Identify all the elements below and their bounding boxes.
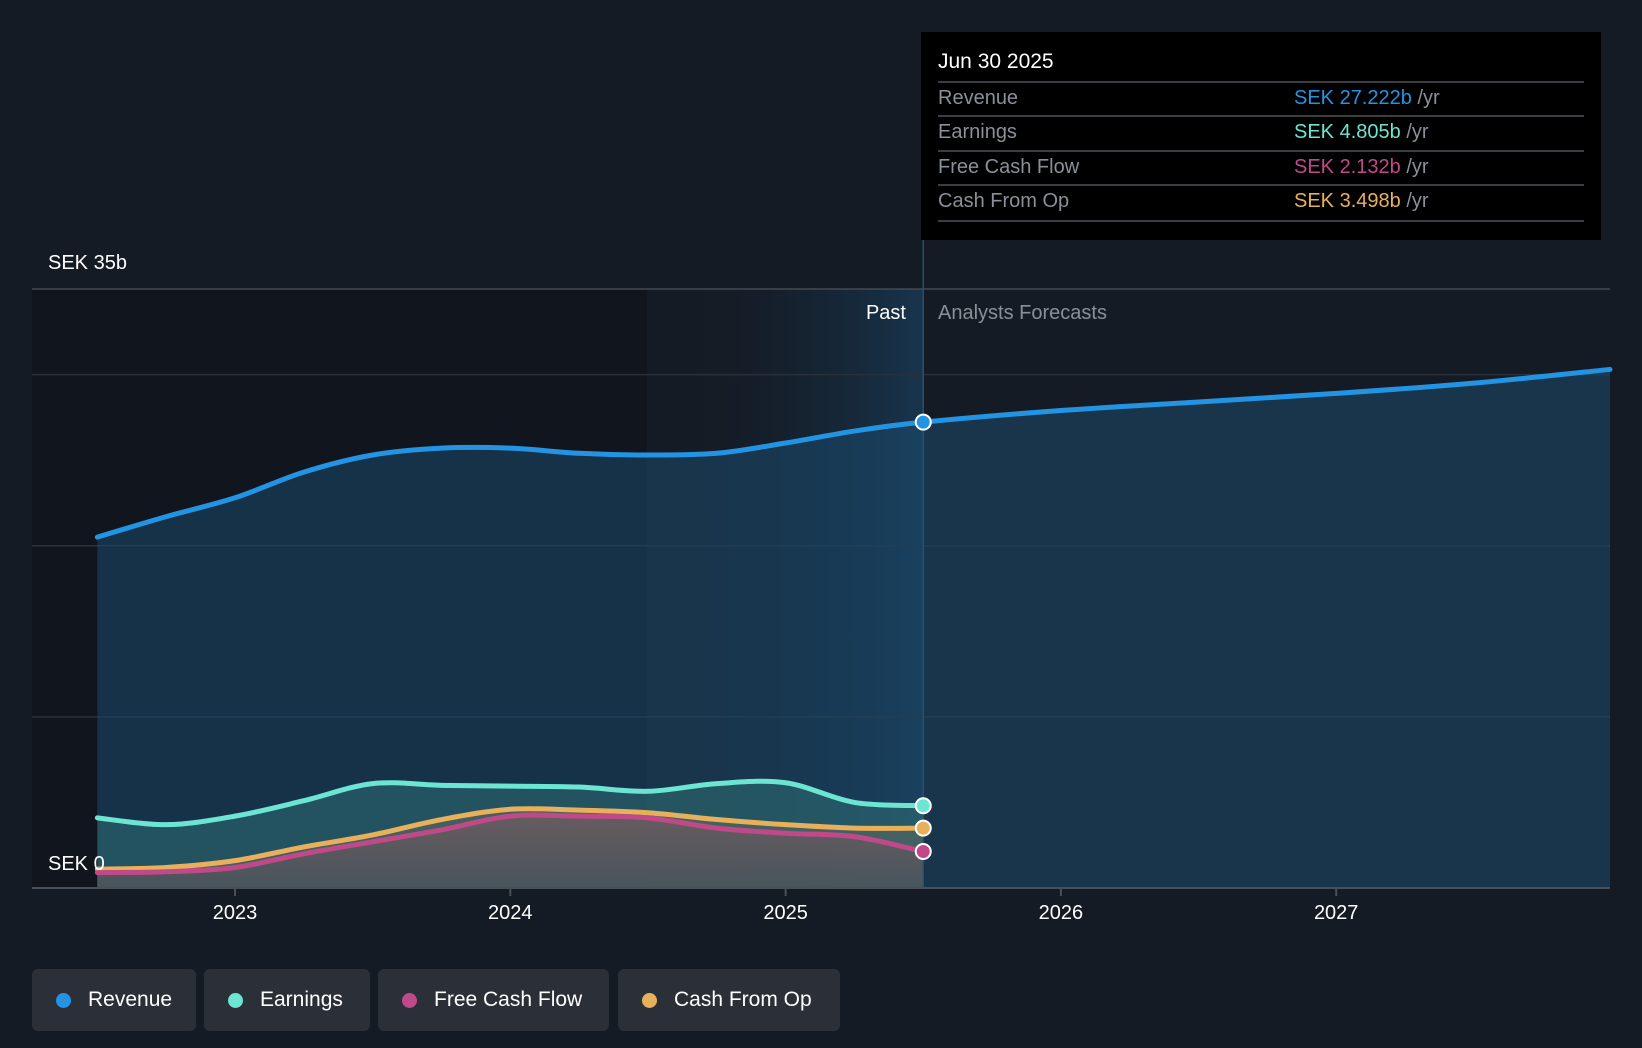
- earnings-line: [94, 778, 926, 828]
- x-axis-ticks: [234, 888, 1338, 896]
- tooltip-row-free-cash-flow: Free Cash Flow SEK 2.132b /yr: [938, 150, 1584, 186]
- tooltip-label: Cash From Op: [938, 190, 1070, 212]
- legend-label: Free Cash Flow: [434, 988, 583, 1011]
- legend-label: Cash From Op: [674, 988, 812, 1011]
- tooltip-value: SEK 27.222b /yr: [1294, 87, 1440, 109]
- data-tooltip: Jun 30 2025 Revenue SEK 27.222b /yr Earn…: [921, 32, 1601, 240]
- x-tick-label: 2023: [212, 902, 258, 924]
- y-axis-label-min: SEK 0: [48, 853, 105, 875]
- analysts-forecasts-label: Analysts Forecasts: [938, 302, 1107, 324]
- tooltip-value: SEK 2.132b /yr: [1294, 156, 1429, 178]
- tooltip-value: SEK 4.805b /yr: [1294, 121, 1429, 143]
- x-tick-label: 2025: [763, 902, 808, 924]
- legend-dot-icon: [56, 992, 71, 1008]
- legend-item-free-cash-flow[interactable]: Free Cash Flow: [378, 969, 609, 1031]
- tooltip-label: Revenue: [938, 87, 1019, 109]
- tooltip-row-earnings: Earnings SEK 4.805b /yr: [938, 115, 1584, 151]
- free-cash-flow-area: [97, 815, 924, 888]
- tooltip-date: Jun 30 2025: [938, 50, 1054, 73]
- x-tick-label: 2027: [1313, 902, 1359, 924]
- legend-dot-icon: [642, 992, 657, 1008]
- legend-label: Earnings: [260, 988, 343, 1011]
- legend-item-cash-from-op[interactable]: Cash From Op: [618, 969, 840, 1031]
- free-cash-flow-point: [914, 843, 932, 861]
- tooltip-value: SEK 3.498b /yr: [1294, 190, 1429, 212]
- revenue-area: [97, 369, 1611, 888]
- legend-dot-icon: [402, 992, 417, 1008]
- tooltip-label: Free Cash Flow: [938, 156, 1080, 178]
- legend-item-revenue[interactable]: Revenue: [32, 969, 196, 1031]
- revenue-point: [914, 413, 932, 431]
- revenue-line: [94, 366, 1613, 540]
- past-label: Past: [865, 302, 906, 324]
- y-axis-label-max: SEK 35b: [48, 252, 127, 274]
- series-end-points: [914, 413, 932, 861]
- cash-from-op-line: [94, 806, 926, 872]
- free-cash-flow-line: [94, 812, 926, 876]
- tooltip-row-cash-from-op: Cash From Op SEK 3.498b /yr: [938, 184, 1584, 222]
- legend-label: Revenue: [88, 988, 173, 1011]
- cash-from-op-point: [914, 819, 932, 837]
- legend-dot-icon: [228, 992, 243, 1008]
- tooltip-row-revenue: Revenue SEK 27.222b /yr: [938, 81, 1584, 117]
- tooltip-label: Earnings: [938, 121, 1017, 143]
- series-lines: [94, 366, 1613, 876]
- x-tick-label: 2026: [1038, 902, 1084, 924]
- earnings-point: [914, 797, 932, 815]
- x-tick-label: 2024: [488, 902, 533, 924]
- legend-item-earnings[interactable]: Earnings: [204, 969, 370, 1031]
